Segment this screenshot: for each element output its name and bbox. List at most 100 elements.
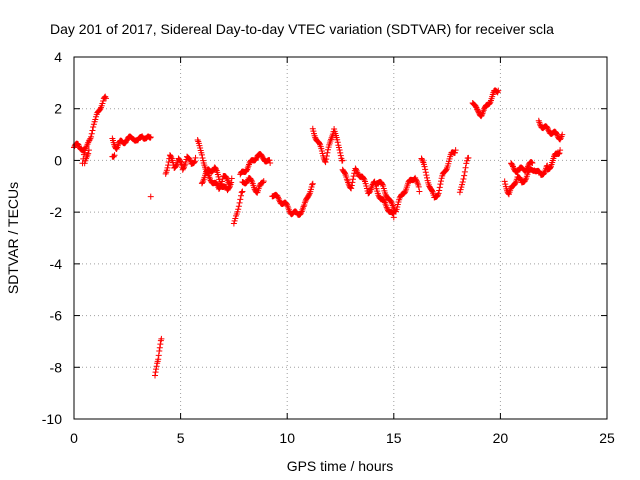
data-point: [434, 191, 441, 198]
data-point: [557, 136, 564, 143]
y-tick-label: 0: [54, 152, 62, 168]
data-point: [463, 160, 470, 167]
data-point: [90, 121, 97, 128]
data-point: [325, 146, 332, 153]
data-point: [260, 178, 267, 185]
y-tick-label: 2: [54, 101, 62, 117]
data-point: [324, 149, 331, 156]
data-point: [85, 150, 92, 157]
data-point: [436, 187, 443, 194]
data-point: [283, 200, 290, 207]
data-point: [555, 150, 562, 157]
data-point: [547, 164, 554, 171]
data-point: [147, 193, 154, 200]
data-point: [335, 144, 342, 151]
data-point: [460, 176, 467, 183]
data-point: [348, 185, 355, 192]
chart-title: Day 201 of 2017, Sidereal Day-to-day VTE…: [50, 21, 554, 37]
data-point: [157, 341, 164, 348]
data-point: [199, 179, 206, 186]
data-point: [528, 159, 535, 166]
data-point: [152, 372, 159, 379]
axis-ticks: [73, 56, 608, 420]
y-tick-labels: 4 2 0 -2 -4 -6 -8 -10: [42, 49, 62, 427]
data-point: [495, 87, 502, 94]
data-point: [472, 103, 479, 110]
data-point: [192, 154, 199, 161]
data-point: [343, 176, 350, 183]
plot-frame: [73, 56, 608, 420]
data-point: [544, 126, 551, 132]
data-point: [428, 187, 435, 194]
data-point: [509, 163, 516, 170]
data-point: [502, 181, 509, 188]
data-point: [110, 153, 117, 160]
data-point: [228, 175, 235, 182]
data-point: [234, 208, 241, 215]
data-point: [353, 166, 360, 173]
data-point: [155, 352, 162, 359]
data-point: [173, 162, 180, 169]
data-point: [459, 181, 466, 188]
data-point: [360, 175, 367, 182]
data-point: [101, 94, 108, 101]
data-point: [153, 366, 160, 373]
data-point: [337, 152, 344, 159]
data-point: [336, 147, 343, 154]
data-point: [505, 190, 512, 197]
data-point: [353, 167, 360, 174]
data-point: [554, 131, 561, 138]
data-point: [348, 182, 355, 189]
data-point: [323, 152, 330, 159]
data-point: [88, 133, 95, 140]
data-points: [71, 87, 566, 379]
data-point: [363, 183, 370, 190]
data-point: [147, 134, 154, 141]
data-point: [541, 170, 548, 177]
data-point: [401, 189, 408, 196]
data-point: [415, 183, 422, 190]
x-tick-label: 20: [493, 430, 509, 446]
data-point: [423, 172, 430, 179]
data-point: [442, 167, 449, 174]
data-point: [452, 149, 459, 156]
grid-lines: [74, 57, 607, 419]
data-point: [436, 184, 443, 191]
data-point: [274, 193, 281, 200]
data-point: [156, 348, 163, 355]
data-point: [416, 188, 423, 195]
data-point: [422, 166, 429, 173]
data-point: [153, 363, 160, 370]
data-point: [509, 162, 516, 169]
data-point: [341, 169, 348, 176]
data-point: [238, 189, 245, 196]
data-point: [334, 136, 341, 143]
data-point: [75, 142, 82, 149]
data-point: [168, 154, 175, 161]
data-point: [179, 166, 186, 173]
data-point: [243, 179, 250, 186]
data-point: [176, 157, 183, 164]
data-point: [501, 178, 508, 185]
data-point: [354, 169, 361, 176]
data-point: [557, 147, 564, 154]
data-point: [443, 166, 450, 173]
y-tick-label: -4: [50, 256, 63, 272]
data-point: [156, 344, 163, 351]
data-point: [237, 196, 244, 203]
data-point: [239, 188, 246, 195]
data-point: [167, 152, 174, 159]
data-point: [164, 164, 171, 171]
data-point: [275, 195, 282, 202]
data-point: [380, 183, 387, 190]
data-point: [99, 100, 106, 107]
data-point: [276, 197, 283, 204]
data-point: [421, 163, 428, 170]
data-point: [147, 134, 154, 141]
data-point: [322, 159, 329, 166]
data-point: [413, 177, 420, 184]
data-point: [342, 170, 349, 177]
data-point: [438, 178, 445, 185]
data-point: [422, 169, 429, 176]
data-point: [474, 107, 481, 114]
